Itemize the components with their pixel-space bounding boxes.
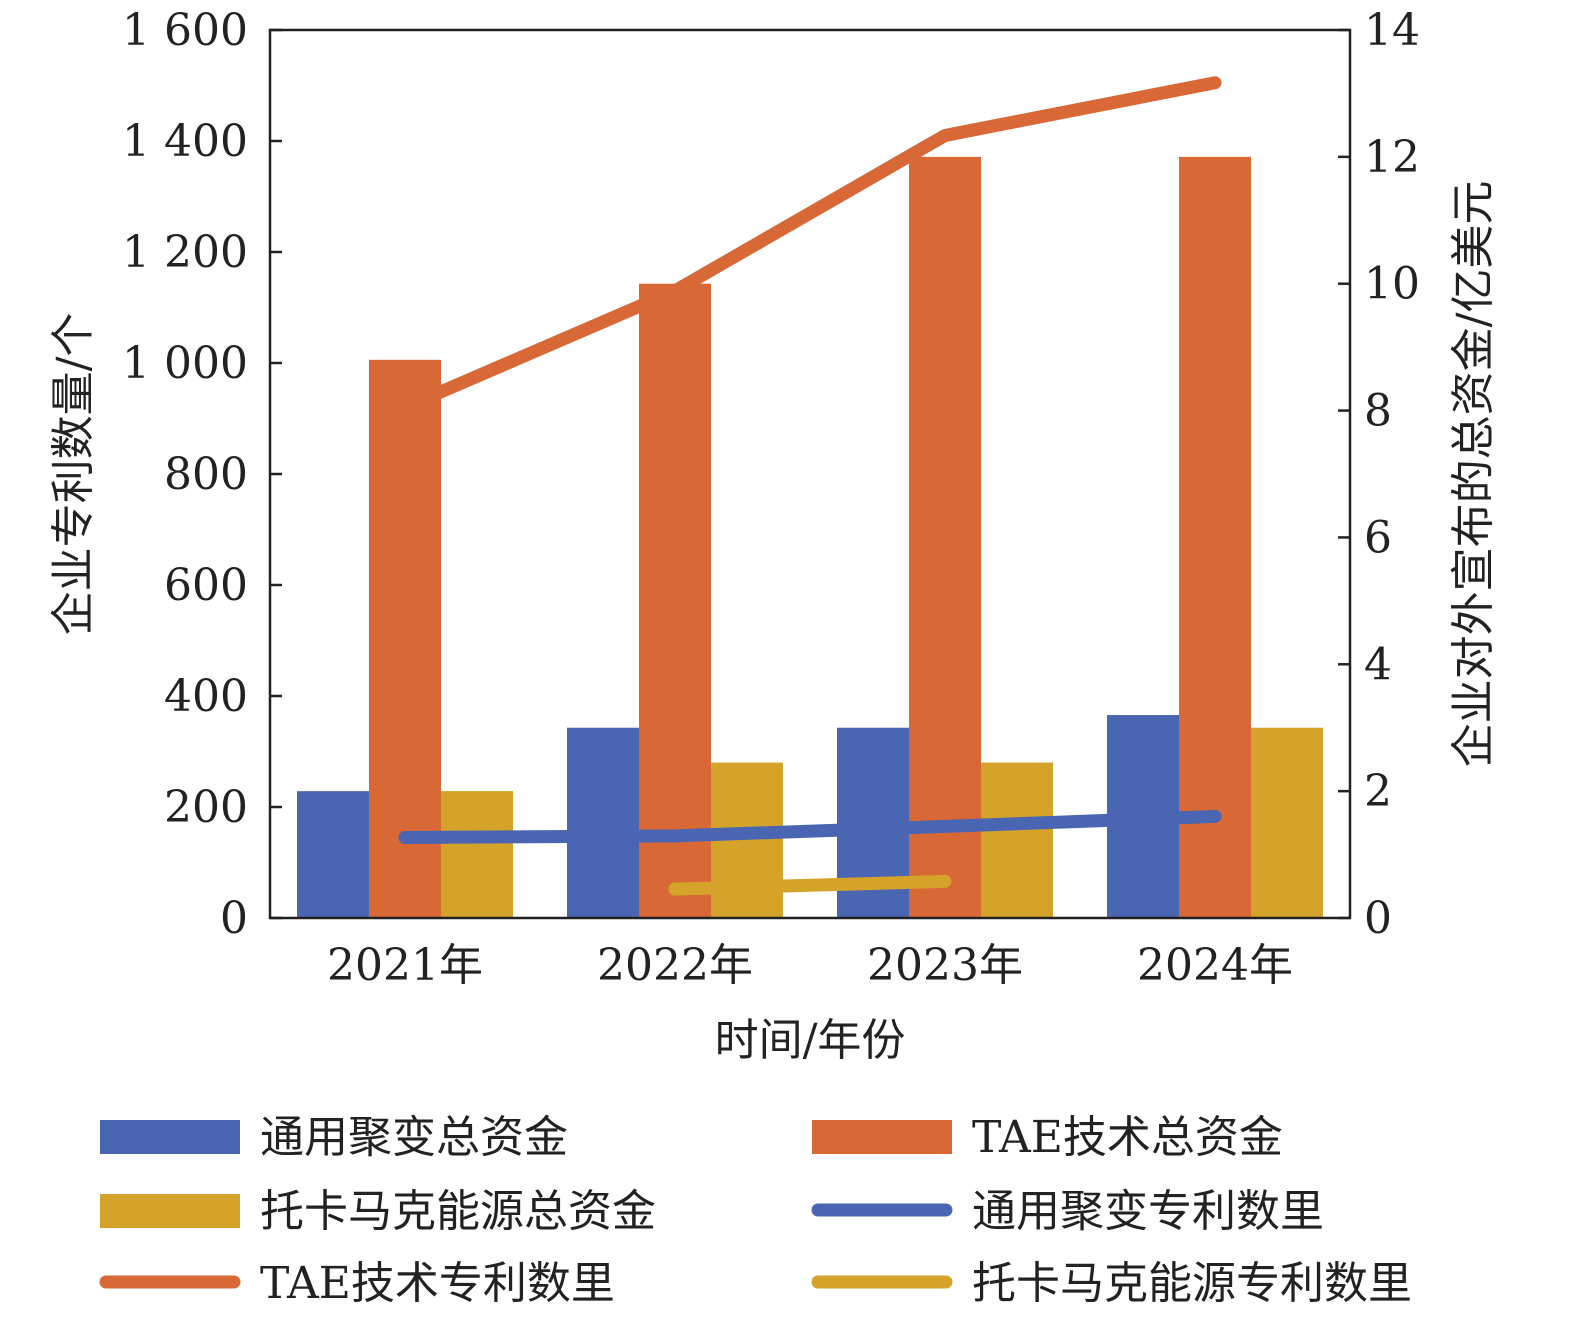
left-axis: 0 200 400 600 800 1 000 1 200 1 400 1 600 (122, 5, 282, 944)
y2-axis-title: 企业对外宣布的总资金/亿美元 (1448, 181, 1499, 768)
bar-2-2 (981, 762, 1053, 918)
bar-2-0 (441, 791, 513, 918)
bar-1-1 (639, 283, 711, 918)
legend-swatch-bar (100, 1194, 240, 1228)
y-tick-label: 0 (220, 893, 248, 944)
y2-tick-label: 12 (1364, 132, 1420, 183)
y-tick-label: 1 400 (122, 116, 248, 167)
x-tick-label: 2023年 (867, 940, 1023, 991)
bar-0-1 (567, 727, 639, 918)
y-tick-label: 1 600 (122, 5, 248, 56)
y2-tick-label: 4 (1364, 639, 1392, 690)
bar-1-2 (909, 156, 981, 918)
lines-layer (398, 76, 1222, 896)
legend-swatch-bar (100, 1120, 240, 1154)
y2-tick-label: 14 (1364, 5, 1420, 56)
y-axis-title: 企业专利数量/个 (48, 313, 99, 636)
bar-1-3 (1179, 156, 1251, 918)
y-tick-label: 400 (164, 671, 248, 722)
line-series-0-segment-0 (398, 809, 1222, 845)
legend-label: TAE技术专利数里 (260, 1258, 615, 1309)
x-tick-label: 2024年 (1137, 940, 1293, 991)
bar-1-0 (369, 359, 441, 918)
line-series-2-segment-0 (668, 874, 952, 896)
x-axis: 2021年 2022年 2023年 2024年 (327, 940, 1293, 991)
y2-tick-label: 10 (1364, 259, 1420, 310)
bars-layer (297, 156, 1323, 918)
legend-label: TAE技术总资金 (972, 1112, 1283, 1163)
legend-label: 通用聚变总资金 (260, 1112, 568, 1163)
legend-swatch-bar (812, 1120, 952, 1154)
y2-tick-label: 6 (1364, 512, 1392, 563)
x-tick-label: 2021年 (327, 940, 483, 991)
y-tick-label: 1 200 (122, 227, 248, 278)
x-tick-label: 2022年 (597, 940, 753, 991)
y-tick-label: 800 (164, 449, 248, 500)
legend-label: 托卡马克能源专利数里 (972, 1258, 1412, 1309)
x-axis-title: 时间/年份 (715, 1015, 906, 1066)
legend-label: 托卡马克能源总资金 (260, 1186, 656, 1237)
bar-0-0 (297, 791, 369, 918)
y2-tick-label: 0 (1364, 893, 1392, 944)
y-tick-label: 200 (164, 782, 248, 833)
legend-label: 通用聚变专利数里 (972, 1186, 1324, 1237)
right-axis: 0 2 4 6 8 10 12 14 (1338, 5, 1420, 944)
bar-2-3 (1251, 727, 1323, 918)
line-series-1-segment-0 (398, 76, 1222, 414)
y-tick-label: 1 000 (122, 338, 248, 389)
y2-tick-label: 8 (1364, 386, 1392, 437)
y-tick-label: 600 (164, 560, 248, 611)
y2-tick-label: 2 (1364, 766, 1392, 817)
